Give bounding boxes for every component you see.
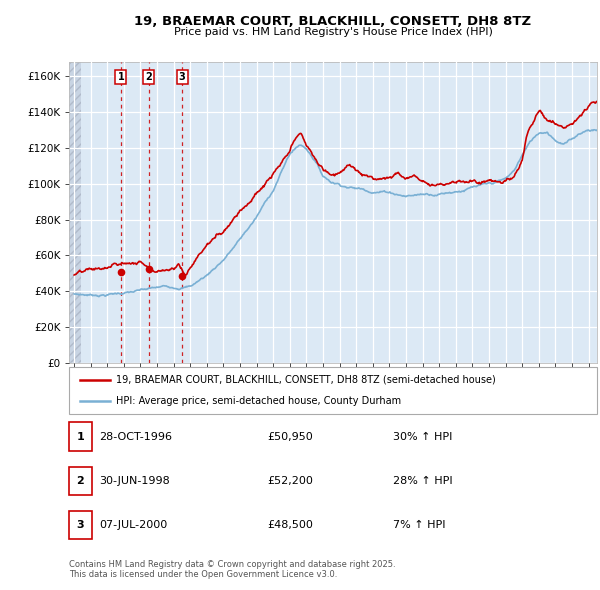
Text: HPI: Average price, semi-detached house, County Durham: HPI: Average price, semi-detached house,…	[116, 396, 401, 407]
Text: 19, BRAEMAR COURT, BLACKHILL, CONSETT, DH8 8TZ (semi-detached house): 19, BRAEMAR COURT, BLACKHILL, CONSETT, D…	[116, 375, 496, 385]
Text: £50,950: £50,950	[267, 432, 313, 441]
Text: 3: 3	[179, 72, 185, 82]
Text: 2: 2	[145, 72, 152, 82]
Text: 1: 1	[77, 432, 84, 441]
Bar	[69, 62, 82, 363]
Text: 3: 3	[77, 520, 84, 530]
Text: 07-JUL-2000: 07-JUL-2000	[99, 520, 167, 530]
Text: 7% ↑ HPI: 7% ↑ HPI	[393, 520, 445, 530]
Text: Contains HM Land Registry data © Crown copyright and database right 2025.
This d: Contains HM Land Registry data © Crown c…	[69, 560, 395, 579]
Text: 2: 2	[77, 476, 84, 486]
Text: Price paid vs. HM Land Registry's House Price Index (HPI): Price paid vs. HM Land Registry's House …	[173, 27, 493, 37]
Text: £52,200: £52,200	[267, 476, 313, 486]
Text: 28-OCT-1996: 28-OCT-1996	[99, 432, 172, 441]
Text: 19, BRAEMAR COURT, BLACKHILL, CONSETT, DH8 8TZ: 19, BRAEMAR COURT, BLACKHILL, CONSETT, D…	[134, 15, 532, 28]
Text: 1: 1	[118, 72, 124, 82]
Text: £48,500: £48,500	[267, 520, 313, 530]
Text: 30% ↑ HPI: 30% ↑ HPI	[393, 432, 452, 441]
Text: 30-JUN-1998: 30-JUN-1998	[99, 476, 170, 486]
Text: 28% ↑ HPI: 28% ↑ HPI	[393, 476, 452, 486]
